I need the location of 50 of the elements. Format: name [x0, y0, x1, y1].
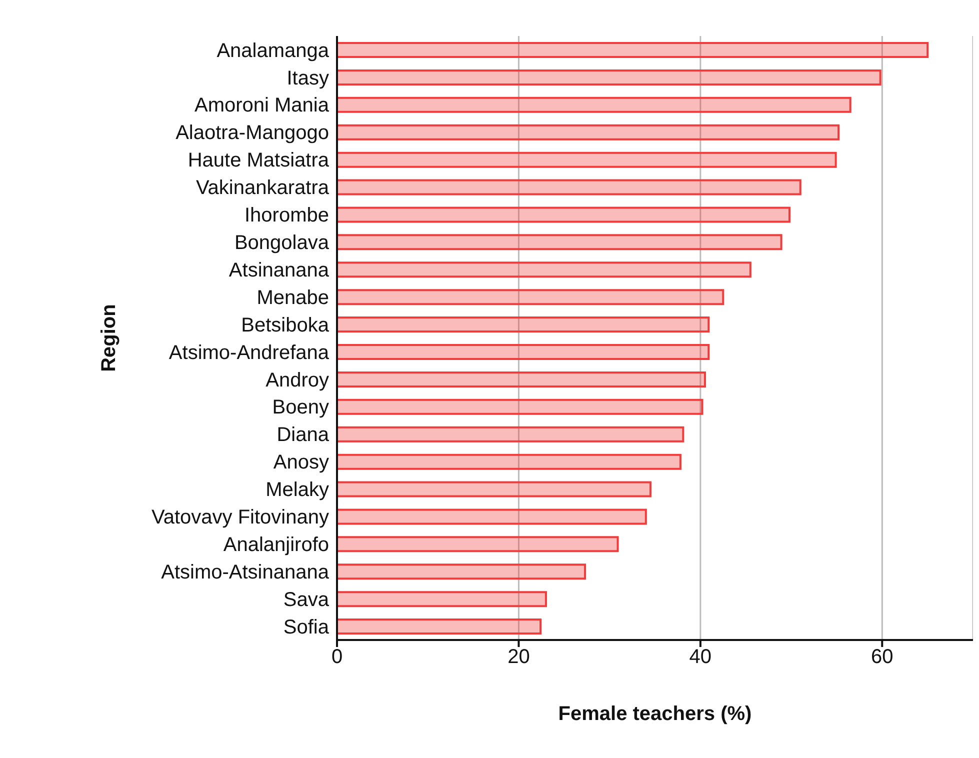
y-tick-label: Vatovavy Fitovinany [152, 506, 329, 529]
bar [337, 234, 782, 250]
y-tick-label: Sava [283, 588, 330, 611]
bar [337, 206, 790, 223]
y-tick-label: Bongolava [234, 232, 330, 254]
bar [337, 262, 752, 278]
bar [337, 536, 619, 552]
bar [337, 426, 684, 442]
x-axis-title: Female teachers (%) [558, 703, 752, 725]
bar [337, 42, 929, 58]
y-tick-label: Sofia [283, 616, 330, 638]
x-tick-label: 40 [689, 646, 712, 668]
bar [337, 371, 706, 388]
y-tick-label: Haute Matsiatra [188, 150, 330, 172]
y-axis-title: Region [98, 304, 120, 372]
y-tick-label: Betsiboka [241, 314, 330, 336]
x-tick-label: 60 [871, 646, 894, 668]
bar [337, 508, 647, 525]
y-tick-label: Boeny [272, 396, 329, 419]
y-tick-label: Alaotra-Mangogo [176, 122, 329, 144]
bar [337, 96, 852, 113]
y-tick-label: Amoroni Mania [194, 94, 330, 117]
bar [337, 591, 547, 608]
y-tick-label: Menabe [256, 286, 329, 309]
y-tick-label: Analanjirofo [223, 534, 329, 556]
y-tick-label: Anosy [273, 452, 329, 474]
y-tick-label: Melaky [266, 479, 329, 502]
bar [337, 618, 542, 635]
y-tick-label: Atsimo-Atsinanana [161, 561, 330, 584]
x-tick-label: 0 [331, 646, 343, 668]
x-tick-label: 20 [508, 646, 530, 668]
y-tick-label: Analamanga [216, 40, 330, 62]
y-tick-label: Atsinanana [228, 259, 330, 282]
y-tick-label: Diana [276, 424, 330, 446]
bar [337, 124, 840, 140]
bar [337, 454, 682, 470]
bar [337, 564, 586, 580]
bar [337, 179, 802, 196]
bar [337, 481, 652, 498]
bar [337, 152, 837, 168]
y-tick-label: Atsimo-Andrefana [168, 342, 330, 364]
y-tick-label: Ihorombe [244, 204, 329, 227]
bar [337, 289, 724, 306]
bar [337, 316, 710, 333]
y-tick-label: Itasy [286, 67, 329, 90]
y-tick-label: Vakinankaratra [196, 177, 330, 200]
bar [337, 69, 882, 86]
y-tick-label: Androy [266, 369, 329, 392]
bar [337, 344, 710, 360]
bar [337, 398, 704, 415]
